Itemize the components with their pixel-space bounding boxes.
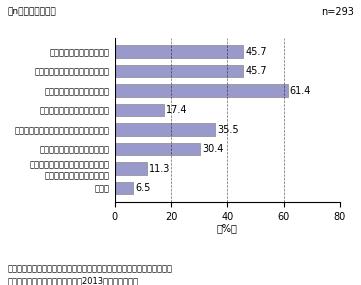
Text: 61.4: 61.4: [290, 86, 311, 95]
Text: 35.5: 35.5: [217, 125, 239, 135]
Bar: [115, 65, 243, 78]
X-axis label: （%）: （%）: [217, 223, 238, 233]
Text: 45.7: 45.7: [245, 66, 267, 76]
Text: 17.4: 17.4: [166, 105, 188, 115]
Text: 6.5: 6.5: [135, 183, 151, 193]
Text: 30.4: 30.4: [203, 144, 224, 154]
Text: （n＝回答企業数）: （n＝回答企業数）: [7, 7, 56, 16]
Bar: [115, 45, 243, 58]
Bar: [115, 84, 288, 97]
Text: 45.7: 45.7: [245, 46, 267, 57]
Bar: [115, 162, 147, 175]
Bar: [115, 182, 133, 194]
Text: 11.3: 11.3: [149, 164, 170, 174]
Bar: [115, 123, 215, 136]
Text: n=293: n=293: [321, 7, 354, 17]
Text: 資料：帝国データバンク「通商政策の検討のための我が国企業の海外事業
　　戦略に関するアンケート」（2013年）から作成。: 資料：帝国データバンク「通商政策の検討のための我が国企業の海外事業 戦略に関する…: [7, 264, 172, 285]
Bar: [115, 104, 164, 116]
Bar: [115, 143, 200, 155]
